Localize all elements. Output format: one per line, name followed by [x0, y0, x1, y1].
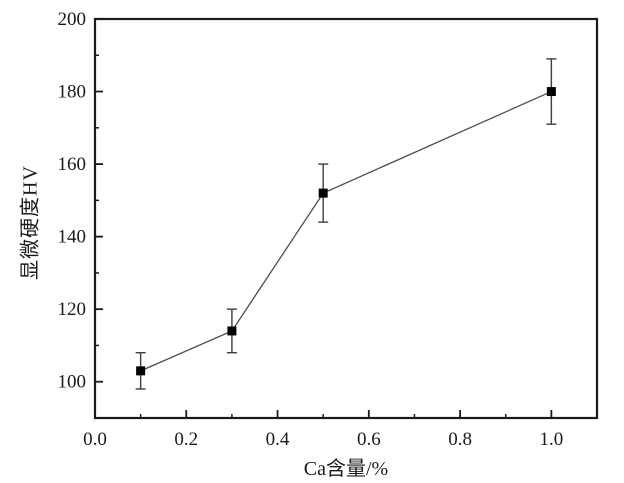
data-point-marker: [136, 366, 146, 376]
data-point-marker: [318, 188, 328, 198]
x-tick-label: 0.8: [448, 429, 472, 450]
x-tick-label: 0.6: [357, 429, 381, 450]
data-point-marker: [227, 326, 237, 336]
y-tick-label: 160: [58, 154, 87, 175]
y-tick-label: 180: [58, 82, 87, 103]
x-tick-label: 0.0: [83, 429, 107, 450]
y-tick-label: 140: [58, 227, 87, 248]
y-tick-label: 200: [58, 9, 87, 30]
x-tick-label: 1.0: [539, 429, 563, 450]
plot-frame: [93, 17, 599, 420]
x-axis-label: Ca含量/%: [303, 458, 389, 480]
x-tick-label: 0.4: [266, 429, 290, 450]
y-axis-label: 显微硬度HV: [19, 165, 42, 280]
y-tick-label: 120: [58, 299, 87, 320]
x-tick-label: 0.2: [174, 429, 198, 450]
data-point-marker: [546, 87, 556, 97]
data-line: [140, 90, 552, 372]
y-tick-label: 100: [58, 372, 87, 393]
